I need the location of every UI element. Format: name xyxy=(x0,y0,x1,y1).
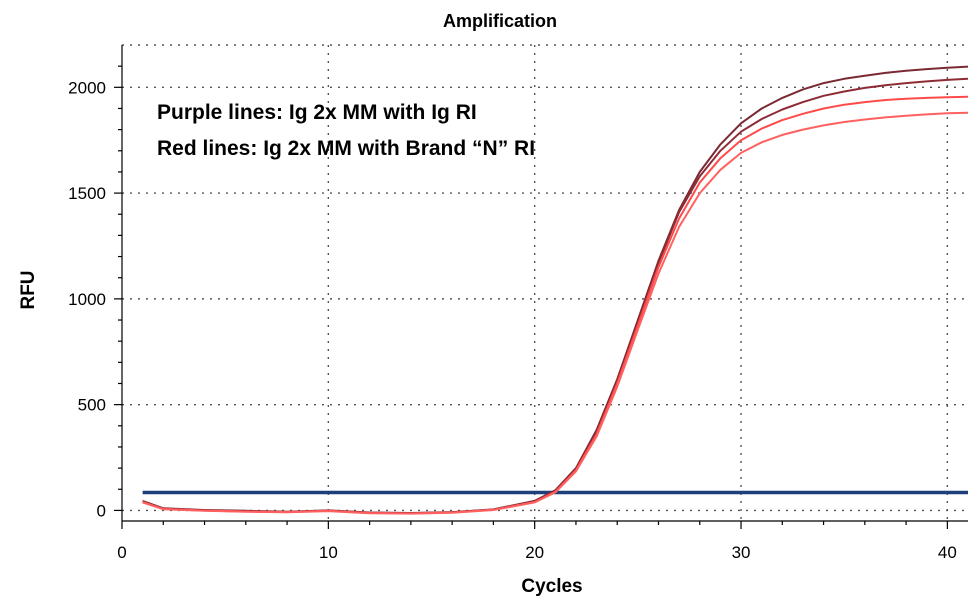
chart-title: Amplification xyxy=(443,11,557,31)
y-tick-label: 0 xyxy=(97,501,106,520)
x-tick-label: 0 xyxy=(117,543,126,562)
amplification-curve-1 xyxy=(142,65,969,514)
x-tick-label: 30 xyxy=(732,543,751,562)
x-tick-label: 40 xyxy=(938,543,957,562)
amplification-curve-4 xyxy=(142,111,969,515)
annotation-red-lines: Red lines: Ig 2x MM with Brand “N” RI xyxy=(157,137,535,160)
annotation-purple-lines: Purple lines: Ig 2x MM with Ig RI xyxy=(157,101,477,124)
axis-layer: 0 500 1000 1500 2000 0 10 20 30 40 xyxy=(68,45,968,562)
y-tick-label: 1000 xyxy=(68,290,106,309)
y-tick-label: 1500 xyxy=(68,184,106,203)
y-tick-label: 2000 xyxy=(68,78,106,97)
x-tick-label: 20 xyxy=(525,543,544,562)
y-axis-label: RFU xyxy=(18,270,39,309)
series-layer xyxy=(142,65,969,515)
grid-layer xyxy=(122,44,968,521)
y-tick-label: 500 xyxy=(78,396,106,415)
x-tick-label: 10 xyxy=(319,543,338,562)
x-axis-label: Cycles xyxy=(521,576,582,597)
